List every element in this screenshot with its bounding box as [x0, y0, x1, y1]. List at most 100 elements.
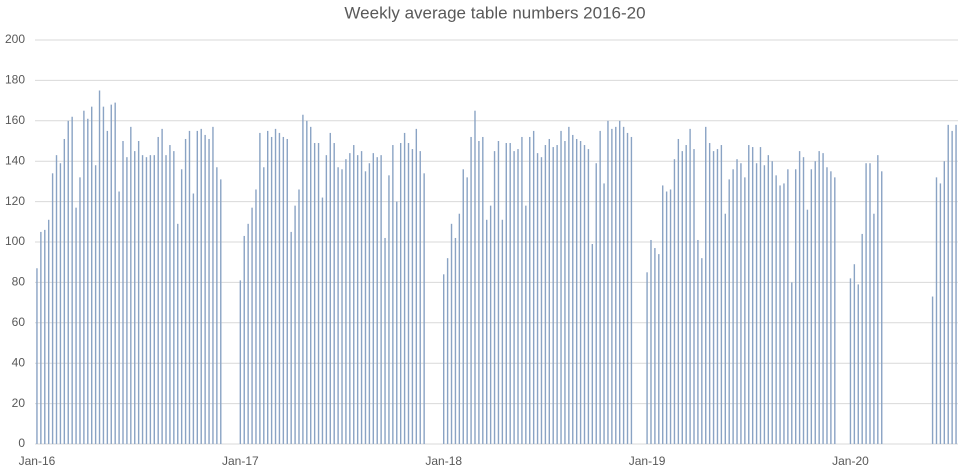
bar — [126, 157, 128, 444]
bar — [399, 143, 402, 444]
bar — [763, 165, 766, 445]
bar — [493, 151, 496, 444]
bar — [853, 264, 856, 444]
bar — [384, 237, 386, 444]
bar — [102, 106, 105, 444]
bar — [259, 132, 261, 445]
bar — [947, 124, 949, 444]
x-tick-label: Jan-20 — [832, 454, 869, 468]
bar — [196, 130, 199, 444]
bar — [611, 128, 613, 444]
bar — [310, 126, 312, 445]
bar — [931, 296, 934, 444]
bar — [325, 155, 328, 444]
bar — [180, 169, 183, 444]
bar — [356, 155, 359, 444]
bar — [587, 149, 590, 444]
bar — [552, 147, 554, 444]
bar — [505, 143, 507, 444]
bar — [446, 258, 449, 444]
bar — [943, 161, 946, 444]
bar — [247, 223, 249, 444]
bar — [466, 177, 468, 445]
bar — [396, 201, 398, 444]
bar — [67, 120, 69, 445]
bar — [748, 145, 750, 445]
bar — [161, 128, 163, 444]
bar — [497, 141, 500, 444]
bar — [560, 130, 562, 444]
y-tick-label: 180 — [5, 73, 25, 87]
bar — [650, 239, 652, 444]
bar — [98, 90, 101, 444]
bar — [798, 151, 801, 444]
bar — [783, 183, 785, 445]
bar — [482, 136, 484, 444]
bar — [775, 175, 777, 444]
y-tick-label: 20 — [12, 396, 26, 410]
bar — [239, 280, 242, 444]
bar — [607, 120, 609, 445]
bar — [767, 155, 770, 444]
bar — [306, 120, 308, 445]
bar — [173, 151, 175, 444]
bar — [55, 155, 58, 444]
bar — [787, 169, 789, 444]
bar — [216, 167, 218, 444]
bar — [106, 130, 109, 444]
bar — [818, 151, 820, 444]
x-tick-label: Jan-16 — [19, 454, 56, 468]
bar — [134, 151, 136, 444]
bar — [36, 268, 38, 444]
bar — [591, 244, 594, 444]
bar — [681, 151, 683, 444]
y-tick-label: 100 — [5, 234, 25, 248]
bar — [548, 138, 550, 445]
bar — [802, 157, 805, 444]
bar — [529, 136, 531, 444]
bar — [122, 141, 124, 444]
bar — [724, 213, 726, 444]
bar — [204, 134, 206, 444]
bar — [544, 145, 547, 445]
bar — [826, 167, 828, 444]
bar — [157, 136, 159, 444]
bar — [423, 173, 425, 444]
bar — [270, 136, 273, 444]
bar — [263, 167, 265, 444]
bar — [630, 136, 633, 444]
bar — [536, 153, 539, 444]
bar — [701, 258, 703, 444]
bar — [626, 132, 629, 445]
bar — [274, 128, 277, 444]
bar — [869, 163, 871, 444]
bar — [513, 151, 515, 444]
bar — [759, 147, 762, 444]
bar — [329, 132, 331, 445]
bar — [474, 110, 476, 444]
bar — [141, 155, 144, 444]
bar — [677, 138, 680, 445]
bar — [751, 147, 754, 444]
bar — [462, 169, 464, 444]
bar — [712, 151, 715, 444]
bar — [79, 177, 81, 445]
bar — [380, 155, 382, 444]
bar — [779, 185, 781, 444]
y-tick-label: 40 — [12, 355, 26, 369]
x-tick-label: Jan-17 — [222, 454, 259, 468]
bar — [669, 189, 672, 444]
bar — [208, 138, 210, 445]
bar — [881, 171, 883, 445]
bar — [411, 149, 414, 444]
bar — [618, 120, 621, 445]
bar — [443, 274, 445, 444]
bar — [861, 233, 863, 444]
bar — [302, 114, 304, 445]
bar — [697, 239, 699, 444]
bar — [94, 165, 97, 445]
bar — [595, 163, 597, 444]
bar — [951, 130, 953, 444]
bar — [693, 149, 695, 444]
bar — [407, 143, 410, 444]
